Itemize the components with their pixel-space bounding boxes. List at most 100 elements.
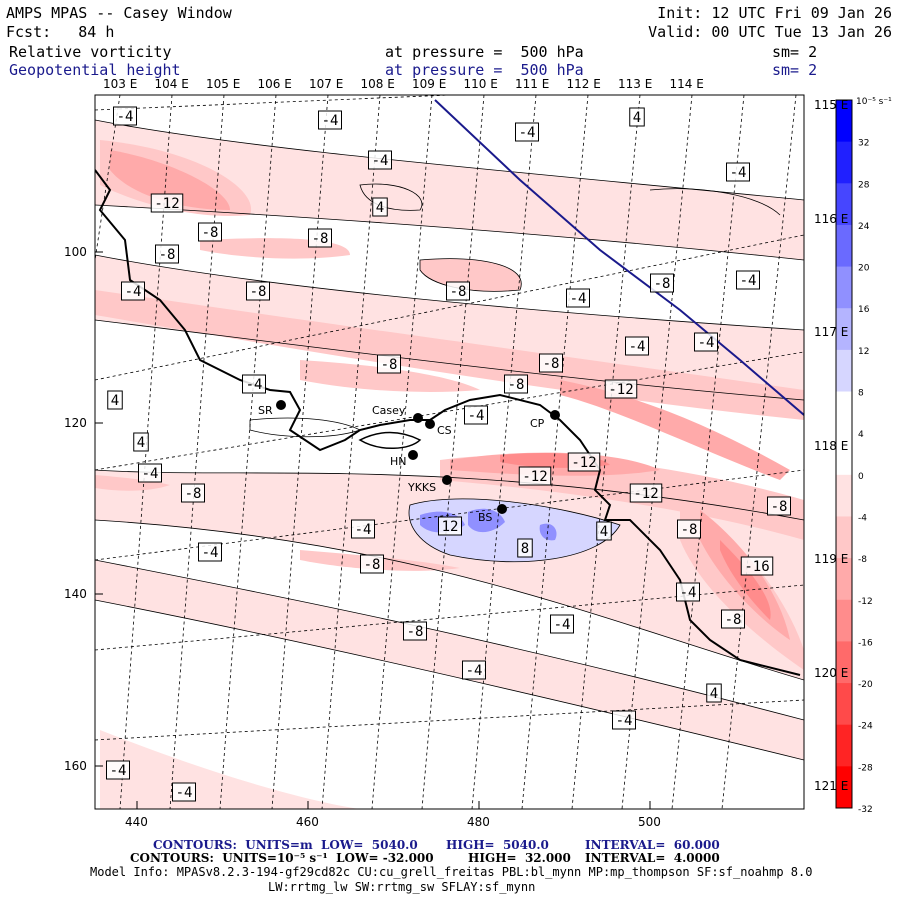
- station-label: HN: [390, 455, 407, 468]
- shade-band-far-south: [95, 560, 804, 760]
- footer-model-info: Model Info: MPASv8.2.3-194-gf29cd82c CU:…: [90, 865, 813, 879]
- contour-label-box: [504, 374, 528, 394]
- colorbar-swatch: [836, 266, 852, 309]
- contour-label: -8: [543, 356, 560, 372]
- shade-12-a: [110, 150, 230, 210]
- x-tick-460: 460: [296, 815, 319, 829]
- contour-label: -4: [616, 713, 633, 729]
- contour-label: -4: [468, 408, 485, 424]
- shade-band-corner: [100, 730, 360, 809]
- longitude-label-top: 108 E: [360, 77, 395, 91]
- pressure-vorticity: at pressure = 500 hPa: [385, 43, 584, 61]
- contour-label-box: [360, 554, 384, 574]
- shade-pos-16-b: [468, 508, 505, 533]
- contour-label-box: [138, 463, 162, 483]
- longitude-label-right: 118 E: [814, 438, 849, 453]
- colorbar-tick-label: 16: [858, 305, 870, 315]
- contour-label: -4: [125, 284, 142, 300]
- contour-label-box: [121, 281, 145, 301]
- contour-label: -8: [312, 231, 329, 247]
- contour-label: 4: [600, 524, 608, 540]
- field-vorticity: Relative vorticity: [9, 43, 172, 61]
- colorbar-tick-label: -16: [858, 638, 873, 648]
- contour-label: -4: [110, 763, 127, 779]
- longitude-label-top: 109 E: [412, 77, 447, 91]
- contour-label: -12: [633, 486, 658, 502]
- contour-label: -4: [202, 545, 219, 561]
- station-marker: [276, 400, 286, 410]
- y-tick-120: 120: [64, 416, 87, 430]
- contour-label-box: [172, 782, 196, 802]
- colorbar-unit: 10⁻⁵ s⁻¹: [856, 97, 892, 107]
- longitude-label-top: 110 E: [463, 77, 498, 91]
- contour-label-box: [517, 538, 533, 558]
- island-outline: [358, 431, 422, 449]
- latlon-grid: [95, 95, 804, 809]
- y-tick-160: 160: [64, 759, 87, 773]
- contour-label: -8: [407, 624, 424, 640]
- station-label: BS: [478, 511, 492, 524]
- colorbar-tick-label: -24: [858, 722, 873, 732]
- longitude-label-top: 107 E: [309, 77, 344, 91]
- contour-label: -4: [176, 785, 193, 801]
- longitude-label-right: 117 E: [814, 325, 849, 339]
- colorbar: 32 28 24 20 16 12 8 4 0 -4 -8 -12 -16 -20 -24 -28 -32 10⁻…: [835, 97, 892, 815]
- colorbar-swatch: [836, 724, 852, 767]
- shade-band-north: [95, 120, 804, 260]
- plot-frame: [94, 94, 805, 810]
- colorbar-tick-label: -12: [858, 597, 873, 607]
- contour-label-box: [721, 609, 745, 629]
- contour-label-box: [198, 222, 222, 242]
- colorbar-tick-label: 28: [858, 180, 870, 190]
- station-marker: [413, 413, 423, 423]
- contour-label: -4: [740, 273, 757, 289]
- colorbar-tick-label: -20: [858, 680, 873, 690]
- station-marker: [408, 450, 418, 460]
- contour-label-box: [150, 193, 184, 213]
- longitude-label-top: 105 E: [206, 77, 241, 91]
- colorbar-swatch: [836, 100, 852, 143]
- contour-label: -4: [570, 291, 587, 307]
- pressure-geopotential: at pressure = 500 hPa: [385, 61, 584, 79]
- axis-ticks: [95, 251, 651, 809]
- longitude-label-right: 116 E: [814, 211, 849, 226]
- contour-label: -4: [142, 466, 159, 482]
- contour-label: 4: [111, 393, 119, 409]
- contour-label-box: [377, 354, 401, 374]
- contour-label-box: [676, 582, 700, 602]
- contour-label-box: [596, 521, 612, 541]
- station-marker: [425, 419, 435, 429]
- shade-8-c: [420, 258, 522, 292]
- shade-12-c: [560, 380, 790, 480]
- contour-label-box: [706, 683, 722, 703]
- shade-16-b: [720, 540, 771, 620]
- contour-label-box: [155, 244, 179, 264]
- longitude-label-top: 113 E: [618, 77, 653, 91]
- contour-label: -8: [450, 284, 467, 300]
- contour-label-box: [518, 466, 552, 486]
- contour-label-box: [677, 519, 701, 539]
- app-title: AMPS MPAS -- Casey Window: [6, 4, 232, 22]
- contour-label-box: [133, 432, 149, 452]
- y-tick-140: 140: [64, 587, 87, 601]
- colorbar-swatch: [836, 766, 852, 809]
- shade-band-mid: [95, 255, 804, 400]
- contour-label-box: [351, 519, 375, 539]
- colorbar-swatch: [836, 224, 852, 268]
- x-tick-500: 500: [638, 815, 661, 829]
- footer-vort-interval: INTERVAL= 4.0000: [585, 851, 720, 865]
- station-label: CS: [437, 424, 452, 437]
- longitude-label-right: 120 E: [814, 665, 849, 680]
- contour-label: -4: [117, 109, 134, 125]
- contour-label-box: [694, 332, 718, 352]
- colorbar-swatch: [836, 558, 852, 601]
- footer-vort-high: HIGH= 32.000: [468, 851, 571, 865]
- contour-label: -8: [364, 557, 381, 573]
- shade-band-south: [95, 470, 804, 680]
- contour-label: 8: [521, 541, 529, 557]
- longitude-label-top: 114 E: [669, 77, 704, 91]
- contour-label: 4: [633, 110, 641, 126]
- contour-label-box: [438, 516, 462, 536]
- longitude-label-top: 112 E: [566, 77, 601, 91]
